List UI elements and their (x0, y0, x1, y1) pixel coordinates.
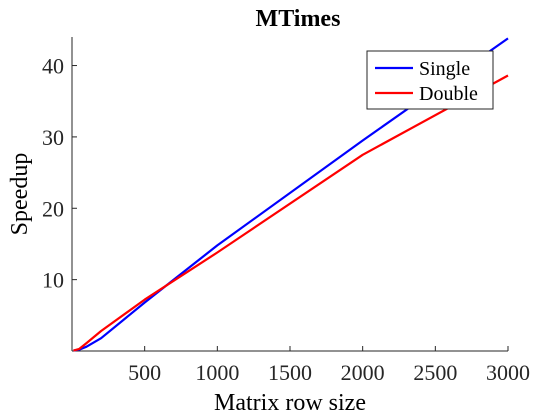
legend-label-double: Double (419, 83, 478, 105)
x-tick-label: 2000 (341, 360, 385, 385)
x-tick-label: 1500 (268, 360, 312, 385)
y-tick-label: 10 (42, 268, 64, 293)
x-tick-label: 1000 (195, 360, 239, 385)
y-axis-label: Speedup (7, 153, 33, 236)
legend: Single Double (366, 50, 494, 110)
legend-label-single: Single (419, 58, 470, 80)
x-axis-label: Matrix row size (214, 390, 366, 416)
series-layer (73, 37, 509, 352)
series-line-double (73, 74, 509, 352)
x-axis-ticks: 500 1000 1500 2000 2500 3000 (128, 346, 530, 385)
x-tick-label: 500 (128, 360, 161, 385)
x-tick-label: 3000 (486, 360, 530, 385)
y-tick-label: 30 (42, 125, 64, 150)
y-tick-label: 40 (42, 54, 64, 79)
y-axis-ticks: 10 20 30 40 (42, 54, 77, 293)
chart-title: MTimes (256, 6, 341, 32)
legend-box (366, 50, 494, 110)
y-tick-label: 20 (42, 196, 64, 221)
x-tick-label: 2500 (413, 360, 457, 385)
